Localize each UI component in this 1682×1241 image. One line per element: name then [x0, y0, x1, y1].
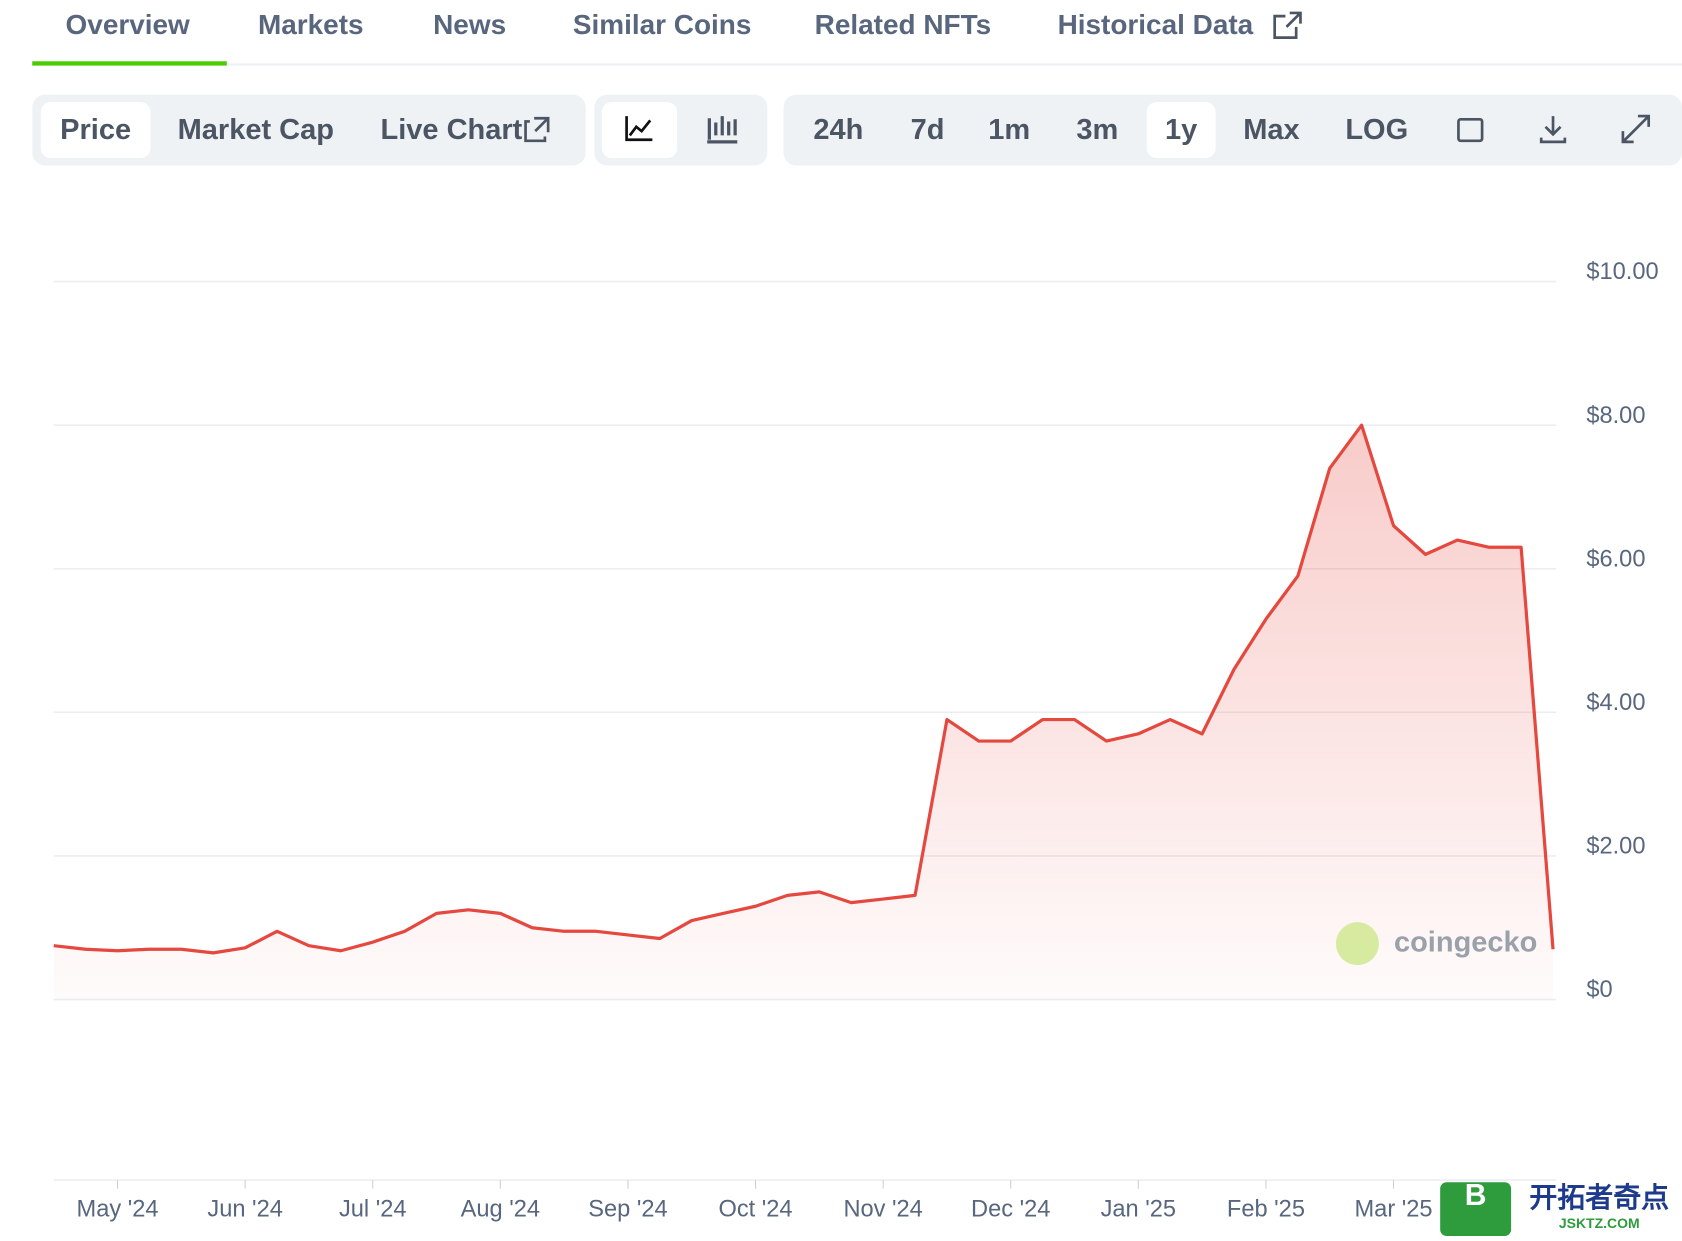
range-button[interactable]: 7d	[911, 114, 945, 146]
x-tick-label: Oct '24	[718, 1196, 792, 1222]
y-tick-label: $6.00	[1586, 546, 1645, 572]
x-tick-label: Nov '24	[843, 1196, 922, 1222]
range-group	[783, 94, 1682, 166]
y-tick-label: $2.00	[1586, 834, 1645, 860]
tab[interactable]: Similar Coins	[573, 9, 752, 40]
view-group	[32, 94, 586, 166]
tab[interactable]: Related NFTs	[815, 9, 991, 40]
tab[interactable]: Markets	[258, 9, 364, 40]
calendar-icon[interactable]	[1457, 117, 1484, 143]
watermark-logo	[1335, 922, 1379, 966]
live-chart-external-icon	[524, 116, 550, 143]
fullscreen-icon[interactable]	[1621, 114, 1651, 144]
x-tick-label: Feb '25	[1227, 1196, 1305, 1222]
range-button[interactable]: 1y	[1165, 114, 1197, 146]
site-logo-title: 开拓者奇点	[1529, 1182, 1669, 1213]
x-tick-label: Mar '25	[1355, 1196, 1433, 1222]
tab[interactable]: Historical Data	[1058, 9, 1254, 40]
y-tick-label: $4.00	[1586, 690, 1645, 716]
x-tick-label: Jul '24	[339, 1196, 407, 1222]
y-tick-label: $0	[1586, 977, 1612, 1003]
range-button[interactable]: 3m	[1076, 114, 1118, 146]
price-line	[53, 423, 1555, 955]
download-icon[interactable]	[1539, 116, 1567, 144]
range-button[interactable]: 24h	[813, 114, 863, 146]
view-button[interactable]: Market Cap	[178, 114, 334, 146]
x-tick-label: Jun '24	[207, 1196, 282, 1222]
range-button[interactable]: LOG	[1345, 114, 1408, 146]
y-tick-label: $8.00	[1586, 403, 1645, 429]
range-button[interactable]: 1m	[988, 114, 1030, 146]
range-button[interactable]: Max	[1243, 114, 1299, 146]
view-active	[40, 102, 151, 159]
y-tick-label: $10.00	[1586, 259, 1658, 285]
x-tick-label: Sep '24	[588, 1196, 667, 1222]
candle-chart-icon[interactable]	[707, 116, 738, 144]
site-logo-mark: B	[1465, 1179, 1487, 1212]
price-area	[53, 425, 1554, 1000]
x-tick-label: Aug '24	[461, 1196, 540, 1222]
view-button[interactable]: Live Chart	[380, 114, 522, 146]
site-logo-url: JSKTZ.COM	[1559, 1215, 1640, 1231]
view-button[interactable]: Price	[60, 114, 131, 146]
x-tick-label: May '24	[77, 1196, 159, 1222]
tab[interactable]: Overview	[66, 9, 191, 40]
range-active	[1146, 102, 1216, 159]
watermark: coingecko	[1394, 926, 1537, 958]
historical-external-icon	[1273, 11, 1302, 39]
site-logo-badge	[1440, 1182, 1512, 1236]
x-tick-label: Dec '24	[971, 1196, 1050, 1222]
active-tab-indicator	[32, 61, 227, 66]
x-tick-label: Jan '25	[1101, 1196, 1176, 1222]
line-chart-icon[interactable]	[625, 116, 653, 142]
tab[interactable]: News	[433, 9, 506, 40]
